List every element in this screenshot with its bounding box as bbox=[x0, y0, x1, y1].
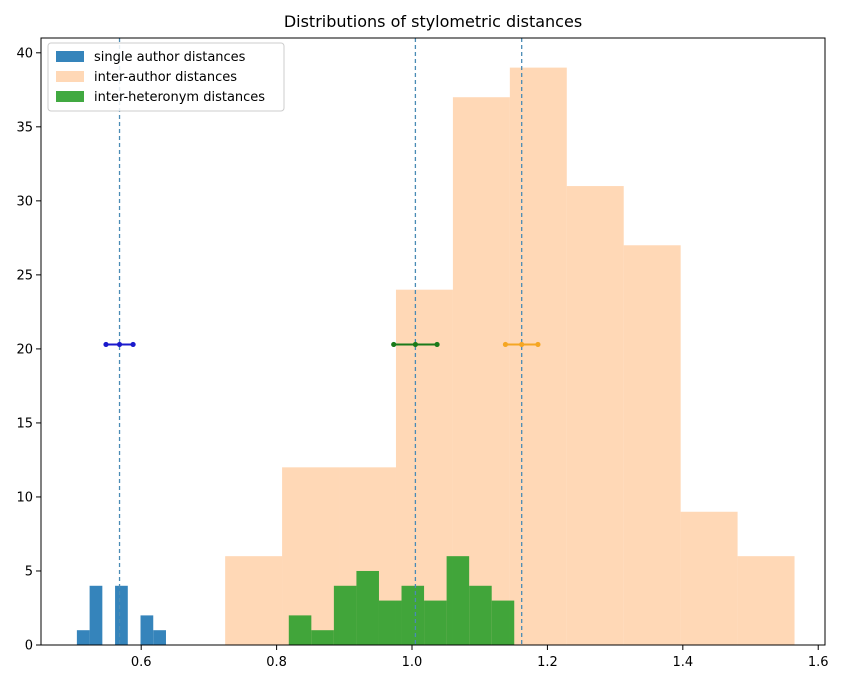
error-bar-point-1-0 bbox=[391, 341, 397, 348]
x-tick-label-5: 1.6 bbox=[808, 655, 829, 670]
legend-swatch-2 bbox=[56, 91, 84, 102]
bar-series1-bin5 bbox=[509, 67, 567, 646]
y-tick-label-4: 20 bbox=[16, 342, 33, 357]
bar-series2-bin2 bbox=[333, 585, 357, 645]
histogram-bars bbox=[76, 67, 795, 646]
error-bar-point-2-1 bbox=[519, 341, 525, 348]
bar-series1-bin7 bbox=[623, 245, 681, 645]
bar-series2-bin7 bbox=[446, 556, 470, 645]
error-bar-point-0-2 bbox=[130, 341, 136, 348]
bar-series2-bin3 bbox=[356, 570, 379, 645]
legend-label-2: inter-heteronym distances bbox=[94, 90, 265, 105]
error-bars bbox=[103, 341, 541, 348]
mean-lines bbox=[118, 38, 523, 645]
bar-series0-bin1 bbox=[89, 585, 103, 645]
legend-box bbox=[47, 42, 285, 112]
legend-swatch-1 bbox=[56, 71, 84, 82]
x-tick-label-3: 1.2 bbox=[537, 655, 558, 670]
x-tick-label-0: 0.6 bbox=[131, 655, 152, 670]
bar-series0-bin6 bbox=[153, 630, 166, 645]
x-tick-label-4: 1.4 bbox=[672, 655, 693, 670]
bar-series1-bin4 bbox=[452, 97, 510, 646]
legend-label-1: inter-author distances bbox=[94, 70, 237, 85]
error-bar-point-2-2 bbox=[535, 341, 541, 348]
bar-series2-bin1 bbox=[311, 630, 334, 645]
error-bar-point-0-0 bbox=[103, 341, 109, 348]
bar-series2-bin0 bbox=[288, 615, 312, 645]
y-tick-label-7: 35 bbox=[16, 120, 33, 135]
error-bar-point-1-1 bbox=[412, 341, 418, 348]
y-tick-label-6: 30 bbox=[16, 194, 33, 209]
bar-series0-bin3 bbox=[115, 585, 128, 645]
y-tick-label-0: 0 bbox=[25, 639, 33, 654]
x-axis: 0.6 0.8 1.0 1.2 1.4 1.6 bbox=[131, 645, 829, 670]
y-tick-label-3: 15 bbox=[16, 416, 33, 431]
error-bar-point-0-1 bbox=[116, 341, 123, 348]
bar-series2-bin5 bbox=[401, 585, 425, 645]
error-bar-point-2-0 bbox=[502, 341, 509, 348]
y-tick-label-2: 10 bbox=[16, 490, 33, 505]
y-tick-label-8: 40 bbox=[16, 46, 33, 61]
legend-label-0: single author distances bbox=[94, 50, 246, 65]
bar-series0-bin5 bbox=[140, 615, 154, 645]
bar-series2-bin9 bbox=[491, 600, 515, 645]
bar-series1-bin8 bbox=[680, 511, 738, 645]
bar-series2-bin8 bbox=[469, 585, 492, 645]
error-bar-point-1-2 bbox=[434, 341, 440, 348]
plot-frame bbox=[40, 37, 826, 646]
bar-series1-bin9 bbox=[737, 556, 795, 645]
y-tick-label-1: 5 bbox=[25, 564, 33, 579]
x-tick-label-1: 0.8 bbox=[266, 655, 287, 670]
y-axis: 0 5 10 15 20 25 30 35 40 bbox=[16, 46, 41, 654]
chart-title: Distributions of stylometric distances bbox=[284, 12, 582, 31]
y-tick-label-5: 25 bbox=[16, 268, 33, 283]
bar-series0-bin0 bbox=[76, 630, 90, 645]
bar-series1-bin0 bbox=[225, 556, 283, 645]
legend-swatch-0 bbox=[56, 51, 84, 62]
legend: single author distances inter-author dist… bbox=[47, 42, 285, 112]
x-tick-label-2: 1.0 bbox=[402, 655, 423, 670]
bar-series1-bin6 bbox=[566, 186, 624, 646]
bar-series2-bin4 bbox=[378, 600, 402, 645]
bar-series2-bin6 bbox=[424, 600, 447, 645]
